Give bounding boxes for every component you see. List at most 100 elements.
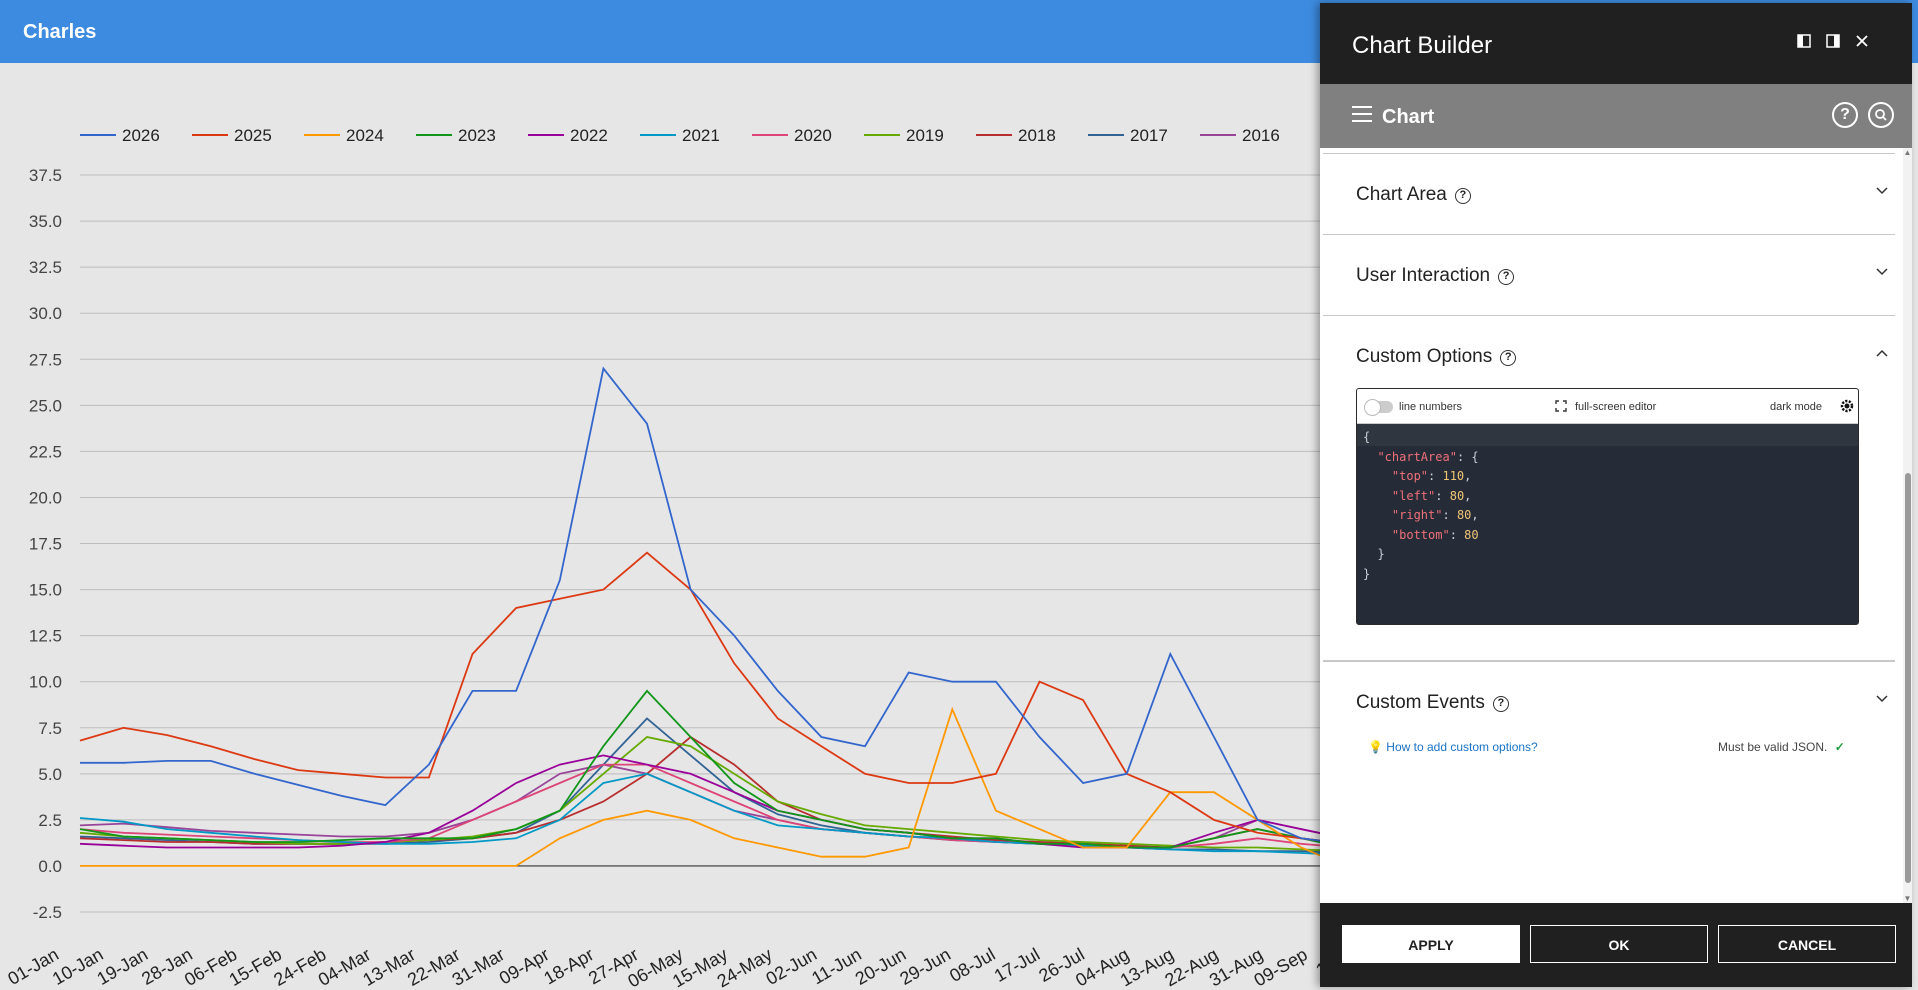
line-numbers-toggle[interactable]: [1364, 399, 1393, 416]
chart-section-title: Chart: [1382, 106, 1435, 128]
series-line-2023[interactable]: [79, 689, 1320, 849]
dock-right-icon[interactable]: [1824, 34, 1842, 52]
legend-entry[interactable]: 2018: [1018, 126, 1056, 145]
panel-scrollbar[interactable]: ▲ ▼: [1903, 148, 1912, 903]
chart-subheader: Chart ?: [1320, 84, 1912, 148]
search-icon[interactable]: [1868, 102, 1894, 128]
ok-button[interactable]: OK: [1530, 925, 1708, 963]
x-tick-label: 29-Jun: [896, 944, 954, 989]
gear-icon[interactable]: [1839, 398, 1855, 417]
y-tick-label: 27.5: [29, 350, 62, 369]
legend-entry[interactable]: 2017: [1130, 126, 1168, 145]
y-tick-label: -2.5: [33, 903, 62, 922]
fullscreen-icon[interactable]: [1555, 400, 1567, 415]
y-tick-label: 30.0: [29, 304, 62, 323]
checkmark-icon: ✓: [1834, 740, 1845, 754]
section-chart-area[interactable]: Chart Area?: [1323, 154, 1895, 235]
chart-builder-panel: Chart Builder Chart ? Chart Area? User I…: [1320, 3, 1912, 987]
x-tick-label: 17-Jul: [991, 944, 1043, 986]
scroll-down-arrow[interactable]: ▼: [1903, 894, 1912, 903]
section-chart-area-title[interactable]: Chart Area?: [1356, 184, 1471, 206]
section-divider: [1323, 661, 1895, 662]
panel-body: Chart Area? User Interaction? Custom Opt…: [1320, 148, 1912, 903]
menu-icon[interactable]: [1352, 106, 1372, 124]
editor-toolbar: line numbers full-screen editor dark mod…: [1357, 389, 1858, 424]
y-tick-label: 12.5: [29, 627, 62, 646]
active-line-highlight: [1357, 424, 1858, 446]
help-icon[interactable]: ?: [1498, 269, 1515, 285]
chevron-down-icon[interactable]: [1876, 265, 1888, 279]
validation-text: Must be valid JSON.: [1718, 740, 1828, 754]
x-tick-label: 10-Jan: [49, 944, 107, 989]
line-chart: 37.5 35.0 32.5 30.0 27.5 25.0 22.5 20.0 17.5 15.0…: [4, 126, 1320, 990]
line-numbers-label: line numbers: [1399, 401, 1462, 413]
y-tick-label: 15.0: [29, 581, 62, 600]
x-tick-label: 20-Jun: [852, 944, 910, 989]
lightbulb-icon: 💡: [1368, 740, 1383, 754]
x-tick-label: 11-Jun: [808, 944, 865, 988]
help-icon[interactable]: ?: [1492, 696, 1509, 712]
legend-entry[interactable]: 2025: [234, 126, 272, 145]
code-content[interactable]: { "chartArea": { "top": 110, "left": 80,…: [1363, 430, 1479, 581]
y-tick-label: 25.0: [29, 396, 62, 415]
y-tick-label: 32.5: [29, 258, 62, 277]
x-tick-label: 02-Jun: [763, 944, 821, 989]
y-tick-label: 35.0: [29, 212, 62, 231]
panel-footer: APPLY OK CANCEL: [1320, 903, 1912, 987]
y-tick-label: 10.0: [29, 673, 62, 692]
x-tick-label: 09-Apr: [496, 944, 553, 988]
y-tick-label: 17.5: [29, 535, 62, 554]
series-line-2026[interactable]: [80, 366, 1320, 844]
help-link[interactable]: 💡 How to add custom options?: [1368, 740, 1538, 754]
help-icon[interactable]: ?: [1500, 350, 1517, 366]
legend-entry[interactable]: 2026: [122, 126, 160, 145]
x-tick-label: 19-Jan: [94, 944, 152, 989]
section-custom-events-title[interactable]: Custom Events?: [1356, 692, 1509, 714]
y-tick-label: 37.5: [29, 166, 62, 185]
help-icon[interactable]: ?: [1832, 102, 1858, 128]
apply-button[interactable]: APPLY: [1342, 925, 1520, 963]
scroll-thumb[interactable]: [1905, 473, 1911, 883]
legend-entry[interactable]: 2023: [458, 126, 496, 145]
legend-entry[interactable]: 2022: [570, 126, 608, 145]
y-tick-label: 2.5: [38, 811, 62, 830]
x-tick-label: 18-S: [1312, 944, 1320, 980]
y-tick-label: 22.5: [29, 442, 62, 461]
series-line-2024[interactable]: [80, 706, 1320, 867]
x-tick-label: 31-Mar: [449, 944, 508, 990]
section-custom-options: Custom Options?: [1323, 316, 1895, 661]
legend-entry[interactable]: 2019: [906, 126, 944, 145]
y-tick-label: 0.0: [38, 857, 62, 876]
fullscreen-editor-button[interactable]: full-screen editor: [1575, 401, 1657, 413]
legend-entry[interactable]: 2024: [346, 126, 384, 145]
series-line-2025[interactable]: [79, 551, 1320, 844]
x-tick-label: 01-Jan: [4, 944, 62, 989]
chevron-down-icon[interactable]: [1876, 692, 1888, 706]
scroll-up-arrow[interactable]: ▲: [1903, 148, 1912, 157]
chevron-up-icon[interactable]: [1876, 346, 1888, 360]
y-tick-label: 7.5: [38, 719, 62, 738]
dock-left-icon[interactable]: [1795, 34, 1813, 52]
help-icon[interactable]: ?: [1454, 188, 1471, 204]
panel-title: Chart Builder: [1352, 32, 1493, 59]
x-tick-label: 18-Apr: [540, 944, 597, 988]
section-user-interaction-title[interactable]: User Interaction?: [1356, 265, 1515, 287]
cancel-button[interactable]: CANCEL: [1718, 925, 1896, 963]
panel-header: Chart Builder: [1320, 3, 1912, 84]
section-divider: [1323, 148, 1895, 154]
section-custom-events[interactable]: Custom Events?: [1323, 662, 1895, 743]
json-editor[interactable]: line numbers full-screen editor dark mod…: [1356, 388, 1859, 625]
chart-area: 37.5 35.0 32.5 30.0 27.5 25.0 22.5 20.0 17.5 15.0…: [0, 63, 1320, 990]
legend-entry[interactable]: 2016: [1242, 126, 1280, 145]
validation-status: Must be valid JSON. ✓: [1718, 740, 1845, 754]
legend-entry[interactable]: 2021: [682, 126, 720, 145]
y-tick-label: 20.0: [29, 488, 62, 507]
close-icon[interactable]: [1853, 34, 1871, 52]
legend-entry[interactable]: 2020: [794, 126, 832, 145]
y-tick-label: 5.0: [38, 765, 62, 784]
dark-mode-label: dark mode: [1770, 401, 1822, 413]
help-link-text[interactable]: How to add custom options?: [1386, 740, 1538, 754]
chevron-down-icon[interactable]: [1876, 184, 1888, 198]
section-user-interaction[interactable]: User Interaction?: [1323, 235, 1895, 316]
section-custom-options-title[interactable]: Custom Options?: [1356, 346, 1517, 368]
